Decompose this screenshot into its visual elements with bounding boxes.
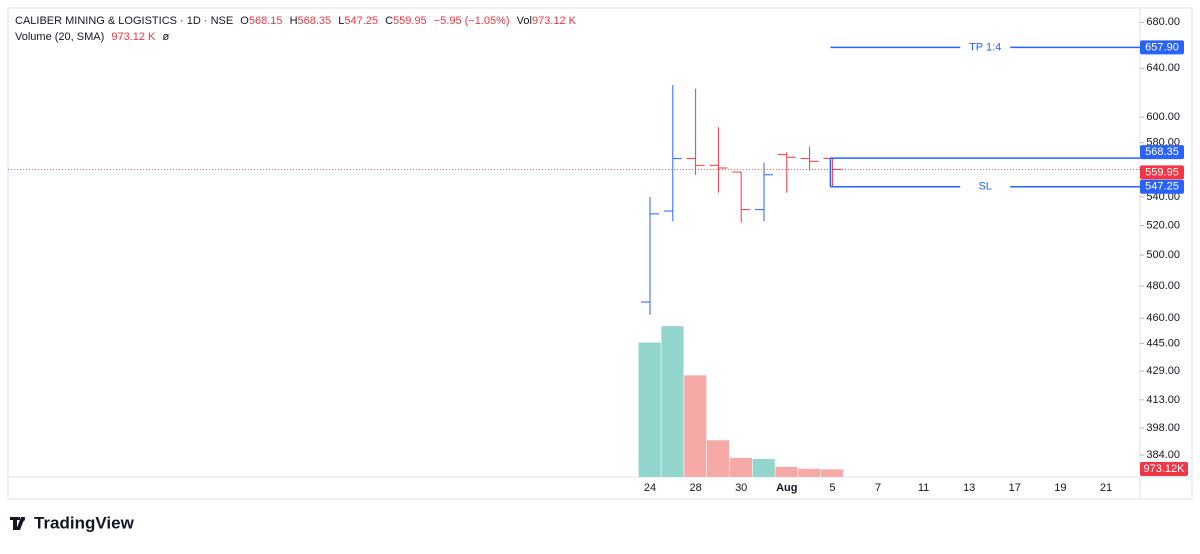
volume-badge xyxy=(1140,462,1188,476)
logo: TradingView xyxy=(10,513,135,532)
x-tick-label: 19 xyxy=(1054,482,1066,494)
label: L xyxy=(338,15,344,27)
level-name: SL xyxy=(978,181,991,193)
volume-bar xyxy=(638,342,661,477)
price-badge xyxy=(1140,145,1184,160)
price-badge-label: 568.35 xyxy=(1145,146,1179,158)
y-tick-label: 520.00 xyxy=(1146,219,1180,231)
value: 973.12 K xyxy=(532,15,577,27)
volume-bar xyxy=(661,326,684,477)
volume-badge-label: 973.12K xyxy=(1144,463,1186,475)
price-badge xyxy=(1140,40,1184,55)
price-badge-label: 559.95 xyxy=(1145,166,1179,178)
volume-bar xyxy=(729,457,752,477)
y-tick-label: 540.00 xyxy=(1146,191,1180,203)
y-tick-label: 480.00 xyxy=(1146,280,1180,292)
label: Vol xyxy=(517,15,532,27)
value: 559.95 xyxy=(393,15,427,27)
y-tick-label: 384.00 xyxy=(1146,449,1180,461)
header: CALIBER MINING & LOGISTICS · 1D · NSE O5… xyxy=(15,15,577,27)
x-tick-label: 17 xyxy=(1009,482,1021,494)
label: C xyxy=(385,15,393,27)
volume-bar xyxy=(707,440,730,477)
change: −5.95 (−1.05%) xyxy=(434,15,510,27)
y-tick-label: 413.00 xyxy=(1146,394,1180,406)
symbol-title: CALIBER MINING & LOGISTICS · 1D · NSE xyxy=(15,15,233,27)
volume-bar xyxy=(798,468,821,477)
x-tick-label: 28 xyxy=(689,482,701,494)
value: 568.15 xyxy=(249,15,283,27)
icon: ø xyxy=(162,31,169,43)
volume-bar xyxy=(775,466,798,477)
x-tick-label: 5 xyxy=(829,482,835,494)
value: 973.12 K xyxy=(111,31,156,43)
price-badge-label: 657.90 xyxy=(1145,41,1179,53)
y-tick-label: 460.00 xyxy=(1146,312,1180,324)
volume-bar xyxy=(684,375,707,477)
y-tick-label: 429.00 xyxy=(1146,365,1180,377)
y-tick-label: 640.00 xyxy=(1146,62,1180,74)
volume-legend: Volume (20, SMA) 973.12 K ø xyxy=(15,31,169,43)
logo-icon xyxy=(10,517,25,530)
value: 547.25 xyxy=(344,15,378,27)
y-tick-label: 445.00 xyxy=(1146,337,1180,349)
value: 568.35 xyxy=(298,15,332,27)
chart-frame xyxy=(7,7,1193,500)
x-tick-label: 21 xyxy=(1100,482,1112,494)
y-tick-label: 600.00 xyxy=(1146,111,1180,123)
marks: 680.00640.00600.00580.00540.00520.00500.… xyxy=(8,16,1188,494)
volume-bar xyxy=(752,459,775,477)
brand: TradingView xyxy=(34,513,135,532)
price-badge xyxy=(1140,165,1184,180)
x-tick-label: Aug xyxy=(776,482,797,494)
price-badge-label: 547.25 xyxy=(1145,181,1179,193)
y-tick-label: 398.00 xyxy=(1146,422,1180,434)
x-tick-label: 30 xyxy=(735,482,747,494)
x-tick-label: 13 xyxy=(963,482,975,494)
price-badge xyxy=(1140,179,1184,194)
x-tick-label: 24 xyxy=(644,482,656,494)
label: H xyxy=(290,15,298,27)
logo-dot xyxy=(21,517,25,521)
volume-bar xyxy=(821,469,844,477)
x-tick-label: 11 xyxy=(918,482,929,494)
x-tick-label: 7 xyxy=(875,482,881,494)
y-tick-label: 680.00 xyxy=(1146,16,1180,28)
y-tick-label: 500.00 xyxy=(1146,249,1180,261)
label: O xyxy=(240,15,249,27)
label: Volume (20, SMA) xyxy=(15,31,104,43)
level-name: TP 1:4 xyxy=(969,41,1001,53)
